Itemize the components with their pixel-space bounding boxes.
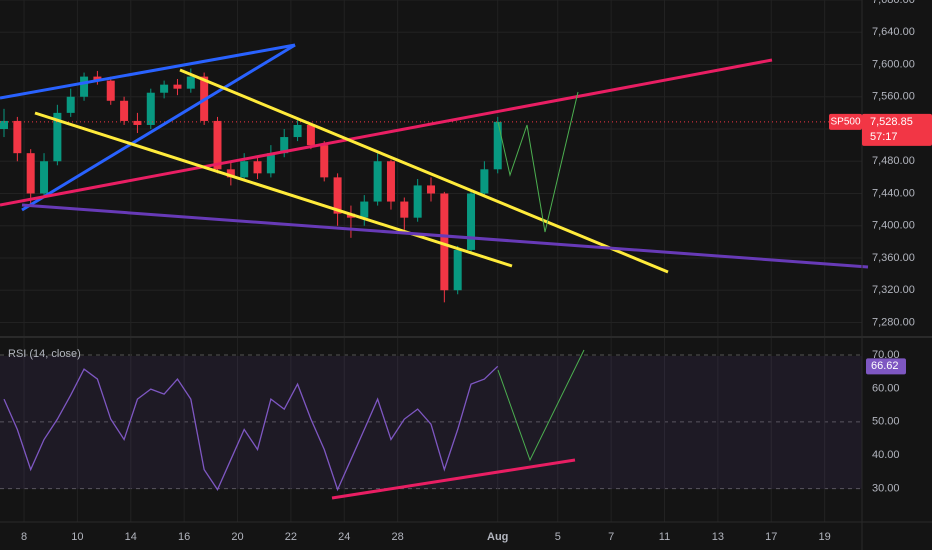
candle-body [493,121,502,170]
trendline [179,68,669,274]
candle-body [440,193,449,291]
x-tick-label: 22 [285,531,297,543]
candle-body [66,96,75,113]
y-tick-label: 7,440.00 [872,187,915,199]
candle-body [53,112,62,162]
candle-body [333,177,342,214]
candle-body [120,100,129,121]
axes: 7,280.00 7,320.00 7,360.00 7,400.00 7,440.00… [21,0,932,543]
x-tick-label: 14 [125,531,137,543]
candle-body [413,185,422,218]
candle-body [253,161,262,174]
candle-body [26,153,35,194]
candle-body [360,201,369,218]
candle-body [0,120,9,129]
x-tick-label: 16 [178,531,190,543]
candle-body [240,161,249,178]
candle-body [173,84,182,89]
trendline [331,458,576,500]
candle-body [427,185,435,194]
candle-body [480,169,489,194]
candle-body [320,145,329,178]
candle-body [386,161,395,202]
candle-body [40,161,49,194]
candle-body [133,120,142,125]
trendline [0,58,773,207]
y-tick-label: 7,360.00 [872,252,915,264]
x-tick-label: 7 [608,531,614,543]
y-tick-label: 40.00 [872,449,900,461]
candle-body [13,120,22,154]
symbol-badge [829,113,862,130]
y-tick-label: 7,560.00 [872,91,915,103]
trendline [0,43,296,100]
y-tick-label: 7,640.00 [872,26,915,38]
y-tick-label: 60.00 [872,382,900,394]
y-tick-label: 50.00 [872,416,900,428]
x-tick-label: 13 [712,531,724,543]
candle-body [93,76,102,81]
projection [497,349,585,462]
candle-body [186,76,195,89]
candle-body [453,249,462,291]
x-tick-label: 10 [71,531,83,543]
x-tick-label: 20 [231,531,243,543]
symbol-label: SP500 [830,117,860,128]
last-value-label: 66.62 [871,360,899,372]
candle-body [80,76,89,97]
y-tick-label: 7,680.00 [872,0,915,6]
indicator-title: RSI (14, close) [8,348,81,360]
candle-body [266,153,275,174]
y-tick-label: 7,600.00 [872,58,915,70]
candle-body [146,92,155,125]
rsi-line [3,365,499,492]
y-tick-label: 7,400.00 [872,220,915,232]
candle-body [373,161,382,202]
candle-body [106,80,115,101]
x-tick-label: 17 [765,531,777,543]
drawings [0,43,869,500]
candle-body [213,120,222,170]
y-tick-label: 30.00 [872,483,900,495]
candle-body [400,201,409,218]
x-tick-label: 28 [392,531,404,543]
x-tick-label: 5 [555,531,561,543]
value-badge [866,358,906,375]
trendline [34,111,513,268]
grid [0,0,862,522]
rsi-band [0,356,862,489]
candle-body [293,124,302,138]
price-badge [862,113,932,146]
y-tick-label: 70.00 [872,349,900,361]
x-tick-label: 24 [338,531,350,543]
y-tick-label: 7,280.00 [872,316,915,328]
x-tick-label: 11 [659,531,670,543]
x-tick-label: 19 [819,531,831,543]
x-tick-label: 8 [21,531,27,543]
countdown-label: 57:17 [870,131,898,143]
candle-body [226,169,235,178]
y-tick-label: 7,320.00 [872,284,915,296]
x-tick-label: Aug [487,531,508,543]
candle-body [280,137,289,154]
projection [497,91,579,233]
candle-body [306,124,315,146]
candle-body [467,193,476,250]
candle-body [160,84,169,93]
trendline [21,203,869,269]
y-tick-label: 7,480.00 [872,155,915,167]
last-price-label: 7,528.85 [870,116,913,128]
trendline [21,43,296,212]
